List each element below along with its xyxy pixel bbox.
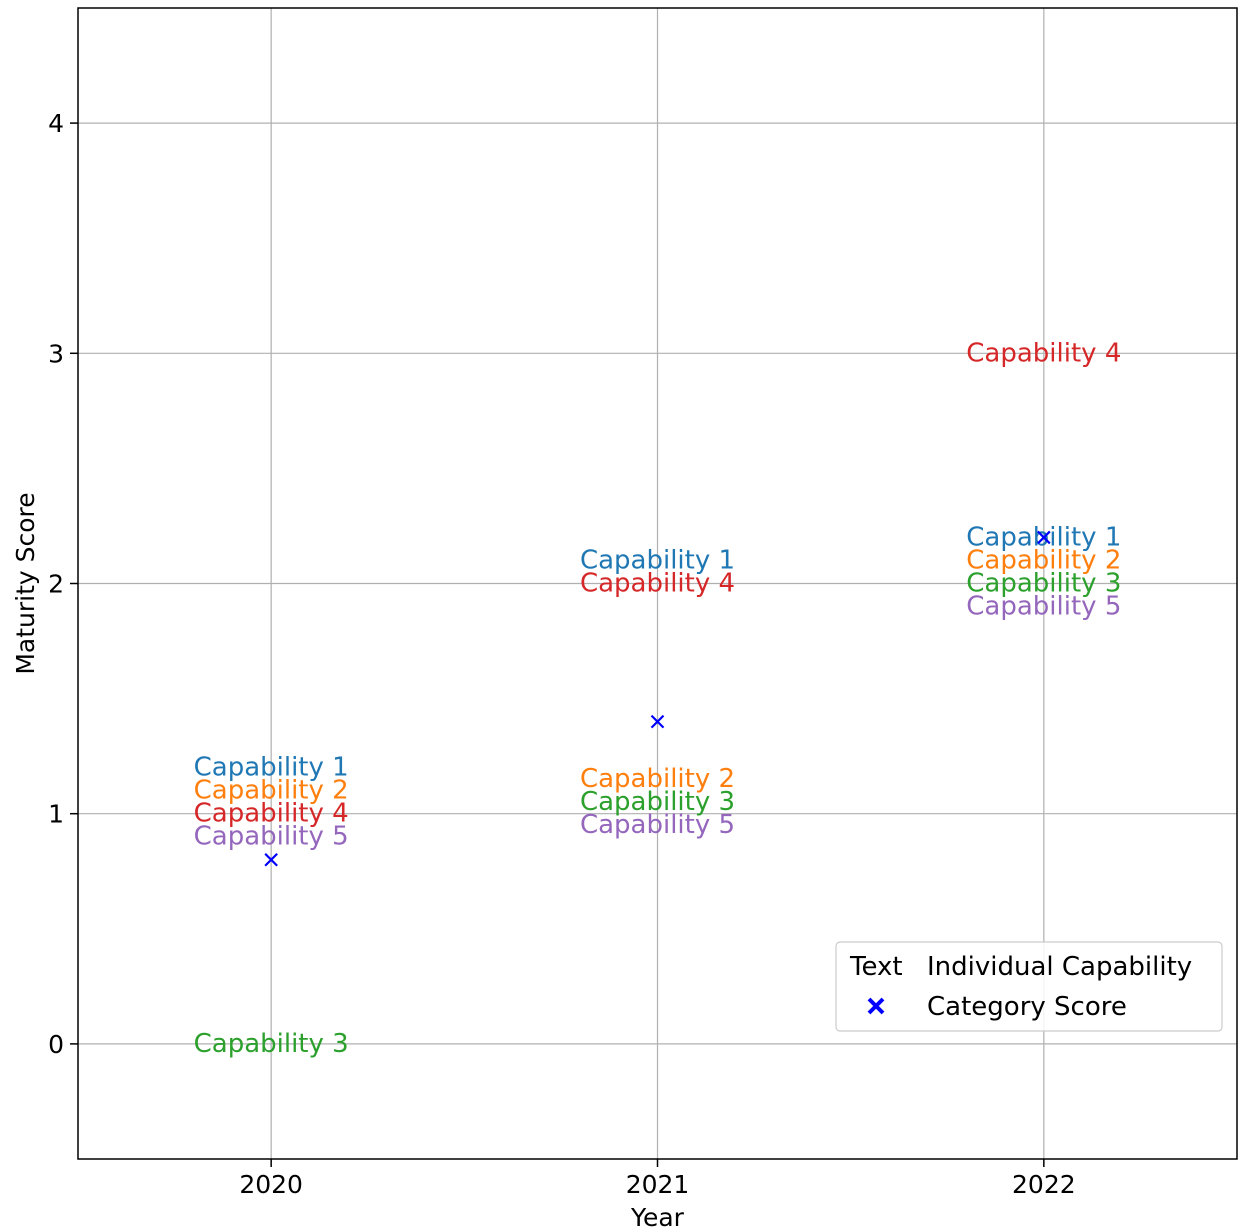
legend-text-marker: Text <box>849 952 903 982</box>
x-tick-label: 2021 <box>626 1170 690 1199</box>
capability-label: Capability 4 <box>194 799 349 829</box>
y-tick-label: 0 <box>48 1030 64 1059</box>
capability-label: Capability 4 <box>966 338 1121 368</box>
capability-label: Capability 3 <box>194 1029 349 1059</box>
legend-box <box>835 941 1223 1032</box>
capability-label: Capability 2 <box>580 764 735 794</box>
capability-label: Capability 3 <box>580 787 735 817</box>
x-axis-label: Year <box>630 1203 685 1232</box>
capability-label: Capability 2 <box>194 776 349 806</box>
category-score-markers <box>264 530 1051 867</box>
category-score-marker <box>264 852 278 867</box>
plot-frame <box>77 7 1238 1160</box>
axis-ticks: 2020 2021 2022 0 1 2 3 4 <box>48 109 1076 1199</box>
x-marker-stroke <box>264 852 278 867</box>
grid <box>78 8 1237 1159</box>
capability-label: Capability 5 <box>194 822 349 852</box>
capability-label: Capability 2 <box>966 545 1121 575</box>
y-tick-label: 2 <box>48 570 64 599</box>
y-tick-label: 4 <box>48 109 64 138</box>
category-score-marker <box>650 714 665 729</box>
category-score-marker <box>1037 530 1051 545</box>
legend: Text Individual Capability Category Scor… <box>835 941 1223 1032</box>
capability-label: Capability 1 <box>194 753 349 783</box>
legend-label-category: Category Score <box>927 992 1127 1022</box>
x-tick-label: 2020 <box>239 1170 303 1199</box>
x-marker-stroke <box>650 714 665 729</box>
y-tick-label: 3 <box>48 339 64 368</box>
legend-label-individual: Individual Capability <box>927 952 1192 982</box>
legend-x-marker-icon <box>867 997 885 1015</box>
legend-x-marker <box>867 997 885 1015</box>
capability-label: Capability 3 <box>966 569 1121 599</box>
capability-label: Capability 5 <box>580 810 735 840</box>
x-marker-stroke <box>867 997 885 1015</box>
x-tick-label: 2022 <box>1012 1170 1076 1199</box>
capability-label: Capability 5 <box>966 592 1121 622</box>
x-marker-stroke <box>1037 530 1051 545</box>
capability-label: Capability 4 <box>580 569 735 599</box>
capability-label: Capability 1 <box>580 545 735 575</box>
y-tick-label: 1 <box>48 800 64 829</box>
y-axis-label: Maturity Score <box>11 492 40 674</box>
